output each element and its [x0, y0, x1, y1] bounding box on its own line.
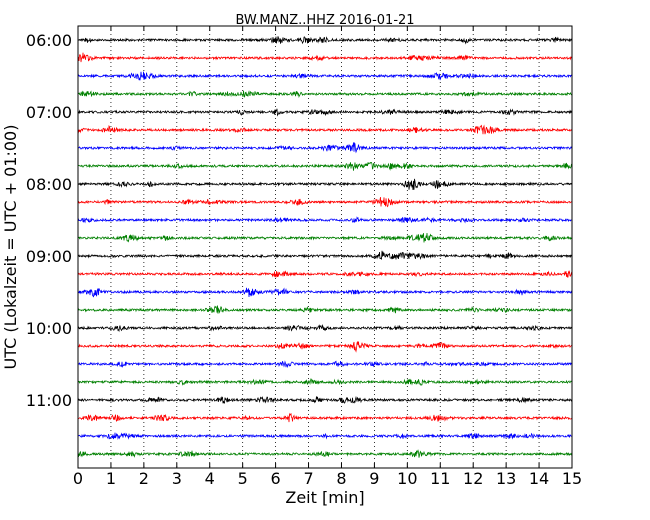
y-tick-label: 10:00	[26, 319, 72, 338]
x-tick-label: 12	[463, 469, 483, 488]
x-tick-label: 9	[369, 469, 379, 488]
x-tick-label: 10	[397, 469, 417, 488]
trace-0915	[77, 270, 573, 278]
x-tick-label: 0	[73, 469, 83, 488]
trace-1100	[77, 395, 573, 404]
y-tick-label: 07:00	[26, 103, 72, 122]
x-tick-label: 5	[238, 469, 248, 488]
trace-1000	[77, 324, 573, 333]
trace-0730	[77, 142, 573, 154]
traces	[77, 36, 573, 458]
trace-1145	[77, 449, 573, 458]
x-tick-labels: 0 1 2 3 4 5 6 7 8 9 10 11 12 13 14 15	[73, 469, 582, 488]
trace-0715	[77, 124, 573, 135]
x-tick-label: 13	[496, 469, 516, 488]
y-axis-label: UTC (Lokalzeit = UTC + 01:00)	[1, 125, 20, 370]
trace-0700	[77, 108, 573, 117]
trace-0900	[77, 250, 573, 260]
grid-lines	[110, 26, 540, 468]
trace-0845	[77, 232, 573, 243]
x-tick-label: 14	[529, 469, 549, 488]
trace-1115	[77, 412, 573, 423]
trace-0800	[77, 178, 573, 190]
trace-0745	[77, 161, 573, 171]
trace-0945	[77, 305, 573, 314]
x-tick-label: 11	[430, 469, 450, 488]
y-tick-label: 06:00	[26, 31, 72, 50]
x-tick-label: 6	[271, 469, 281, 488]
trace-1130	[77, 432, 573, 440]
x-tick-label: 2	[139, 469, 149, 488]
x-tick-label: 4	[205, 469, 215, 488]
trace-1045	[77, 378, 573, 387]
y-tick-labels: 06:00 07:00 08:00 09:00 10:00 11:00	[26, 31, 72, 410]
trace-0600	[77, 36, 573, 45]
x-tick-label: 8	[336, 469, 346, 488]
x-axis-label: Zeit [min]	[285, 488, 364, 507]
trace-0630	[77, 71, 573, 81]
trace-0930	[77, 287, 573, 298]
y-tick-label: 08:00	[26, 175, 72, 194]
trace-0645	[77, 90, 573, 98]
x-tick-label: 3	[172, 469, 182, 488]
x-tick-label: 15	[562, 469, 582, 488]
trace-0830	[77, 216, 573, 224]
axis-ticks	[77, 26, 573, 468]
plot-frame	[77, 25, 573, 469]
trace-0815	[77, 197, 573, 208]
trace-1030	[77, 360, 573, 369]
chart-title: BW.MANZ..HHZ 2016-01-21	[235, 13, 414, 28]
trace-1015	[77, 340, 573, 353]
y-tick-label: 11:00	[26, 391, 72, 410]
x-tick-label: 7	[303, 469, 313, 488]
y-tick-label: 09:00	[26, 247, 72, 266]
x-tick-label: 1	[106, 469, 116, 488]
trace-0615	[77, 52, 573, 63]
